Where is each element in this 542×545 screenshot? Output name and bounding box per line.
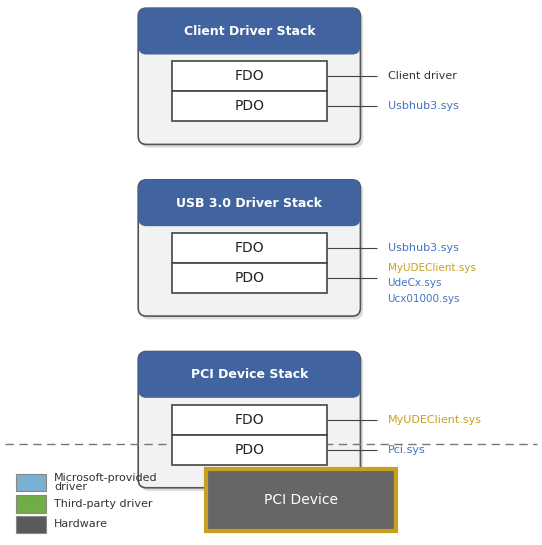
Text: driver: driver — [54, 482, 87, 492]
FancyBboxPatch shape — [138, 8, 360, 144]
Text: MyUDEClient.sys: MyUDEClient.sys — [388, 263, 475, 273]
FancyBboxPatch shape — [141, 183, 363, 319]
Text: Usbhub3.sys: Usbhub3.sys — [388, 243, 459, 253]
Text: Pci.sys: Pci.sys — [388, 445, 425, 455]
Text: FDO: FDO — [235, 69, 264, 83]
Bar — [172, 91, 327, 122]
Text: PDO: PDO — [234, 99, 264, 113]
Text: MyUDEClient.sys: MyUDEClient.sys — [388, 415, 481, 425]
Bar — [16, 474, 46, 491]
FancyBboxPatch shape — [138, 180, 360, 226]
FancyBboxPatch shape — [138, 352, 360, 398]
FancyBboxPatch shape — [138, 352, 360, 488]
Text: FDO: FDO — [235, 413, 264, 427]
Bar — [172, 263, 327, 293]
Text: Client driver: Client driver — [388, 71, 456, 81]
Text: PCI Device: PCI Device — [264, 493, 338, 507]
Bar — [16, 516, 46, 533]
Text: PCI Device Stack: PCI Device Stack — [191, 368, 308, 381]
Bar — [16, 495, 46, 513]
Bar — [172, 233, 327, 263]
Bar — [172, 435, 327, 464]
Text: Client Driver Stack: Client Driver Stack — [184, 25, 315, 38]
Text: PDO: PDO — [234, 443, 264, 457]
FancyBboxPatch shape — [138, 180, 360, 316]
FancyBboxPatch shape — [141, 355, 363, 491]
FancyBboxPatch shape — [138, 8, 360, 54]
Text: UdeCx.sys: UdeCx.sys — [388, 278, 442, 288]
Bar — [206, 469, 396, 531]
FancyBboxPatch shape — [141, 11, 363, 148]
Text: PDO: PDO — [234, 271, 264, 285]
Text: Microsoft-provided: Microsoft-provided — [54, 473, 158, 483]
Text: Ucx01000.sys: Ucx01000.sys — [388, 294, 460, 304]
Text: Hardware: Hardware — [54, 519, 108, 529]
Bar — [146, 378, 352, 390]
Text: USB 3.0 Driver Stack: USB 3.0 Driver Stack — [176, 197, 322, 209]
Bar — [146, 34, 352, 46]
Bar — [146, 206, 352, 218]
Bar — [172, 62, 327, 92]
Text: FDO: FDO — [235, 241, 264, 255]
Text: Usbhub3.sys: Usbhub3.sys — [388, 101, 459, 111]
Bar — [172, 404, 327, 435]
Text: Third-party driver: Third-party driver — [54, 499, 153, 509]
